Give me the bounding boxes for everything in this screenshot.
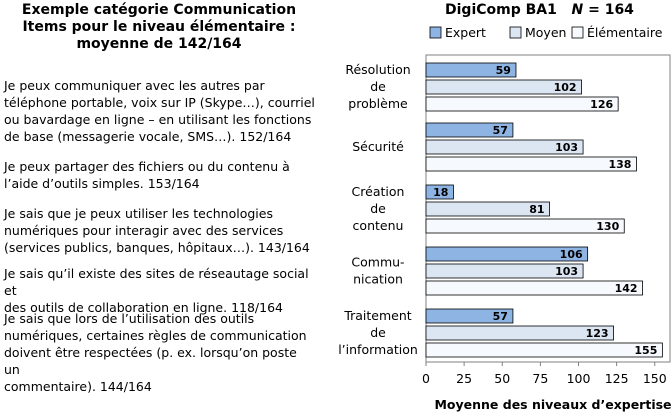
bar — [425, 246, 589, 262]
bar — [425, 122, 514, 138]
item-text-line: ou bavardage en ligne – en utilisant les… — [4, 112, 312, 127]
legend-swatch — [509, 26, 522, 39]
category-label: l’information — [338, 342, 418, 357]
x-tick-label: 125 — [605, 371, 629, 386]
data-label: 155 — [634, 344, 657, 357]
chart-title-n-value: = 164 — [588, 2, 634, 18]
bar-chart: 59 57 18 106 57 102 103 81 103 123 126 138 130 142 155… — [338, 25, 671, 412]
bar — [425, 342, 663, 358]
data-label: 57 — [493, 124, 508, 137]
legend-entry: Élémentaire — [587, 25, 663, 40]
item-text: Je peux partager des fichiers ou du cont… — [4, 158, 316, 192]
item-text-line: numériques, certaines règles de communic… — [4, 328, 307, 343]
item-text-line: Je peux partager des fichiers ou du cont… — [4, 159, 290, 174]
category-label: Commu- — [351, 255, 404, 270]
data-label: 123 — [586, 327, 609, 340]
x-tick-label: 0 — [422, 371, 430, 386]
data-label: 103 — [555, 141, 578, 154]
bar — [425, 62, 517, 78]
item-text-line: Je sais que lors de l’utilisation des ou… — [4, 311, 255, 326]
legend-swatch — [429, 26, 442, 39]
x-tick-label: 25 — [456, 371, 472, 386]
item-text-line: numériques pour interagir avec des servi… — [4, 223, 284, 238]
bar — [425, 139, 584, 155]
bar — [425, 308, 514, 324]
bar — [425, 280, 643, 296]
data-label: 103 — [555, 265, 578, 278]
data-label: 81 — [529, 203, 544, 216]
x-tick-label: 50 — [494, 371, 510, 386]
left-panel: Exemple catégorie Communication Items po… — [0, 0, 318, 413]
item-text-line: Je sais que je peux utiliser les technol… — [4, 206, 273, 221]
category-label: de — [370, 325, 386, 340]
chart-title-n-label: N — [571, 2, 584, 18]
data-label: 102 — [554, 81, 577, 94]
chart-title-main: DigiComp BA1 — [445, 2, 557, 18]
item-text: Je sais qu’il existe des sites de réseau… — [4, 265, 316, 316]
x-tick-label: 150 — [643, 371, 667, 386]
item-text-line: Je sais qu’il existe des sites de réseau… — [4, 266, 309, 298]
item-text-line: Je peux communiquer avec les autres par — [4, 78, 265, 93]
category-label: Création — [352, 184, 405, 199]
item-text-line: de base (messagerie vocale, SMS…). 152/1… — [4, 129, 292, 144]
item-text: Je peux communiquer avec les autres par t… — [4, 77, 316, 145]
bar — [425, 96, 619, 112]
left-title-line-3: moyenne de 142/164 — [76, 36, 242, 52]
category-label: Sécurité — [352, 139, 404, 154]
data-label: 142 — [615, 282, 638, 295]
data-label: 126 — [590, 98, 613, 111]
data-label: 18 — [433, 186, 448, 199]
data-label: 106 — [560, 248, 583, 261]
bar — [425, 156, 637, 172]
item-text-line: doivent être respectées (p. ex. lorsqu’o… — [4, 345, 297, 377]
x-tick-label: 75 — [532, 371, 548, 386]
item-text-line: (services publics, banques, hôpitaux…). … — [4, 240, 310, 255]
x-axis-title: Moyenne des niveaux d’expertise — [434, 397, 671, 412]
category-label: Traitement — [343, 308, 411, 323]
item-text: Je sais que je peux utiliser les technol… — [4, 205, 316, 256]
x-tick-label: 100 — [567, 371, 591, 386]
category-label: de — [370, 201, 386, 216]
category-label: contenu — [353, 218, 404, 233]
item-text-line: téléphone portable, voix sur IP (Skype…)… — [4, 95, 315, 110]
left-title-line-2: Items pour le niveau élémentaire : — [22, 19, 296, 35]
bar — [425, 218, 625, 234]
legend-swatch — [571, 26, 584, 39]
data-label: 138 — [608, 158, 631, 171]
chart-title: DigiComp BA1 N = 164 — [445, 2, 634, 19]
category-label: problème — [348, 96, 408, 111]
legend-entry: Expert — [445, 25, 486, 40]
bar — [425, 79, 582, 95]
item-text-line: des outils de collaboration en ligne. 11… — [4, 300, 283, 315]
left-title-line-1: Exemple catégorie Communication — [21, 2, 297, 18]
bar — [425, 201, 550, 217]
item-text: Je sais que lors de l’utilisation des ou… — [4, 310, 316, 395]
data-label: 57 — [493, 310, 508, 323]
category-label: de — [370, 79, 386, 94]
category-label: Résolution — [345, 62, 410, 77]
bar — [425, 325, 614, 341]
bar — [425, 184, 454, 200]
bar — [425, 263, 584, 279]
item-text-line: l’aide d’outils simples. 153/164 — [4, 176, 200, 191]
legend-entry: Moyen — [525, 25, 566, 40]
data-label: 59 — [496, 64, 511, 77]
category-label: nication — [353, 272, 403, 287]
item-text-line: commentaire). 144/164 — [4, 379, 152, 394]
data-label: 130 — [596, 220, 619, 233]
